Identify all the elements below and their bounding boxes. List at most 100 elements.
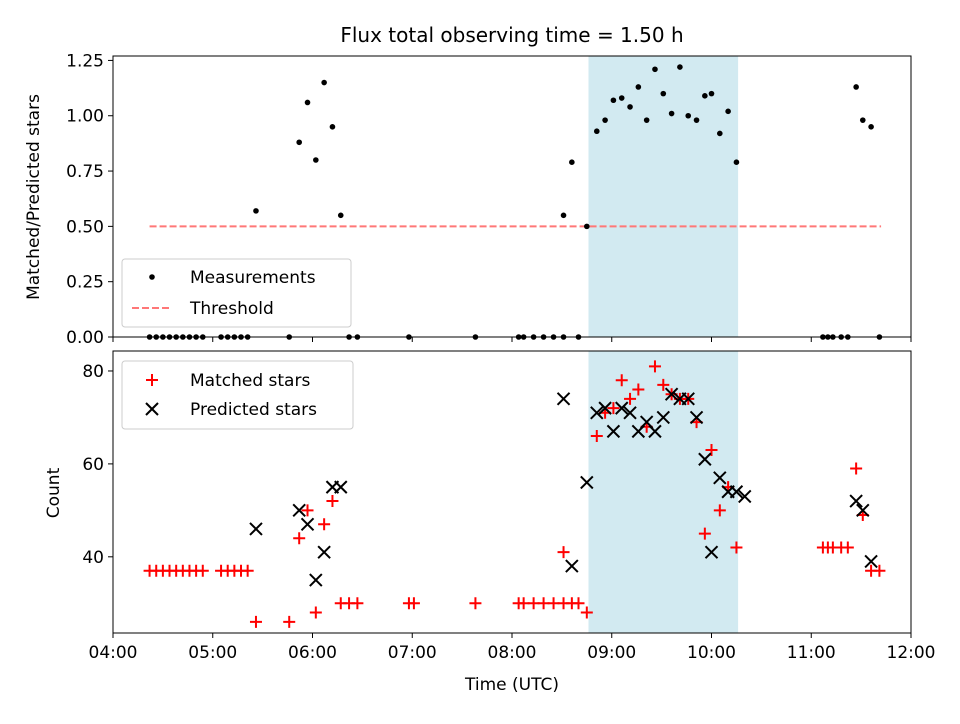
ratio-legend: Measurements Threshold bbox=[121, 258, 352, 328]
measurement-point bbox=[693, 117, 700, 123]
ratio-shaded-interval bbox=[588, 56, 739, 337]
ratio-y-tick-label: 0.50 bbox=[66, 217, 104, 237]
predicted-star-point bbox=[615, 401, 629, 415]
count-x-tick-label: 12:00 bbox=[887, 643, 936, 663]
predicted-star-point bbox=[738, 489, 752, 504]
count-y-tick-label: 60 bbox=[82, 455, 104, 475]
matched-star-point bbox=[293, 532, 306, 545]
measurement-point bbox=[677, 64, 683, 70]
measurement-point bbox=[304, 99, 311, 106]
threshold-legend-label: Threshold bbox=[189, 299, 274, 319]
count-x-tick-label: 11:00 bbox=[787, 643, 836, 663]
measurement-point bbox=[253, 208, 259, 214]
measurement-point bbox=[708, 90, 715, 97]
matched-star-point bbox=[351, 597, 364, 610]
ratio-y-tick-label: 0.25 bbox=[66, 273, 104, 293]
matched-star-point bbox=[590, 430, 603, 443]
measurement-point bbox=[602, 117, 608, 123]
matched-stars-legend-icon bbox=[146, 374, 158, 386]
predicted-star-point bbox=[565, 559, 579, 573]
matched-star-point bbox=[698, 527, 711, 540]
count-legend-box bbox=[121, 360, 354, 430]
measurement-point bbox=[685, 112, 692, 119]
predicted-stars-legend-label: Predicted stars bbox=[190, 400, 317, 420]
predicted-stars-legend-icon bbox=[145, 402, 159, 416]
count-legend: Matched stars Predicted stars bbox=[121, 360, 354, 430]
measurement-point bbox=[329, 124, 336, 130]
count-x-tick-label: 10:00 bbox=[687, 643, 736, 663]
matched-star-point bbox=[283, 615, 296, 628]
predicted-star-point bbox=[713, 471, 727, 485]
count-panel: 40 60 80 04:00 05:00 06:00 07:00 08:00 09:00 10:0… bbox=[44, 350, 936, 695]
ratio-marks bbox=[146, 64, 883, 340]
matched-star-point bbox=[407, 597, 420, 610]
measurement-point bbox=[584, 223, 590, 230]
matched-star-point bbox=[326, 495, 339, 508]
predicted-star-point bbox=[317, 545, 331, 559]
matched-star-point bbox=[841, 541, 854, 554]
predicted-star-point bbox=[300, 517, 315, 531]
predicted-star-point bbox=[292, 503, 306, 518]
matched-star-point bbox=[241, 564, 254, 577]
count-x-tick-label: 08:00 bbox=[488, 643, 537, 663]
predicted-star-point bbox=[704, 545, 719, 559]
matched-star-point bbox=[730, 541, 743, 554]
count-marks bbox=[143, 360, 886, 628]
matched-star-point bbox=[301, 504, 314, 517]
predicted-star-point bbox=[580, 475, 594, 490]
count-axes: 40 60 80 04:00 05:00 06:00 07:00 08:00 09:00 10:0… bbox=[82, 350, 936, 663]
count-x-tick-label: 04:00 bbox=[89, 643, 138, 663]
figure-title: Flux total observing time = 1.50 h bbox=[340, 23, 683, 47]
matched-star-point bbox=[648, 360, 661, 373]
measurement-point bbox=[321, 79, 327, 86]
count-y-axis-label: Count bbox=[44, 467, 64, 518]
matched-stars-legend-label: Matched stars bbox=[190, 371, 310, 391]
predicted-star-point bbox=[334, 480, 348, 494]
count-y-tick-label: 80 bbox=[82, 362, 104, 382]
predicted-star-point bbox=[598, 401, 612, 415]
matched-star-point bbox=[607, 402, 620, 415]
measurement-point bbox=[618, 95, 625, 101]
count-x-tick-label: 05:00 bbox=[188, 643, 237, 663]
measurement-point bbox=[725, 108, 731, 115]
count-y-tick-label: 40 bbox=[82, 548, 104, 568]
measurements-legend-icon bbox=[149, 274, 155, 280]
measurement-point bbox=[717, 130, 723, 137]
predicted-star-point bbox=[689, 410, 704, 425]
predicted-star-point bbox=[664, 387, 679, 401]
measurement-point bbox=[337, 212, 344, 219]
count-x-tick-label: 07:00 bbox=[388, 643, 437, 663]
predicted-star-point bbox=[648, 424, 662, 439]
matched-star-point bbox=[469, 597, 482, 610]
measurement-point bbox=[859, 117, 866, 123]
predicted-star-point bbox=[590, 406, 604, 420]
measurement-point bbox=[702, 93, 708, 99]
predicted-star-point bbox=[856, 503, 870, 518]
measurement-point bbox=[560, 212, 567, 219]
count-shaded-interval bbox=[588, 351, 739, 633]
observing-window-shade-bottom bbox=[588, 351, 739, 633]
observing-window-shade-top bbox=[588, 56, 739, 337]
predicted-star-point bbox=[249, 522, 263, 536]
predicted-star-point bbox=[309, 573, 323, 587]
measurement-point bbox=[868, 124, 874, 130]
ratio-panel: 0.00 0.25 0.50 0.75 1.00 1.25 Matched/Predict… bbox=[24, 51, 912, 348]
matched-star-point bbox=[196, 564, 209, 577]
ratio-y-tick-label: 0.00 bbox=[66, 328, 104, 348]
predicted-star-point bbox=[656, 410, 670, 425]
count-x-tick-label: 09:00 bbox=[587, 643, 636, 663]
measurements-legend-label: Measurements bbox=[190, 268, 316, 288]
ratio-y-tick-label: 1.00 bbox=[66, 107, 104, 127]
matched-star-point bbox=[615, 374, 628, 387]
measurement-point bbox=[643, 117, 650, 123]
measurement-point bbox=[660, 90, 667, 97]
measurement-point bbox=[593, 128, 600, 135]
matched-star-point bbox=[580, 606, 593, 619]
matched-star-point bbox=[249, 615, 262, 628]
count-x-tick-label: 06:00 bbox=[288, 643, 337, 663]
matched-star-point bbox=[873, 564, 886, 577]
predicted-star-point bbox=[556, 392, 571, 406]
predicted-star-point bbox=[849, 494, 863, 508]
